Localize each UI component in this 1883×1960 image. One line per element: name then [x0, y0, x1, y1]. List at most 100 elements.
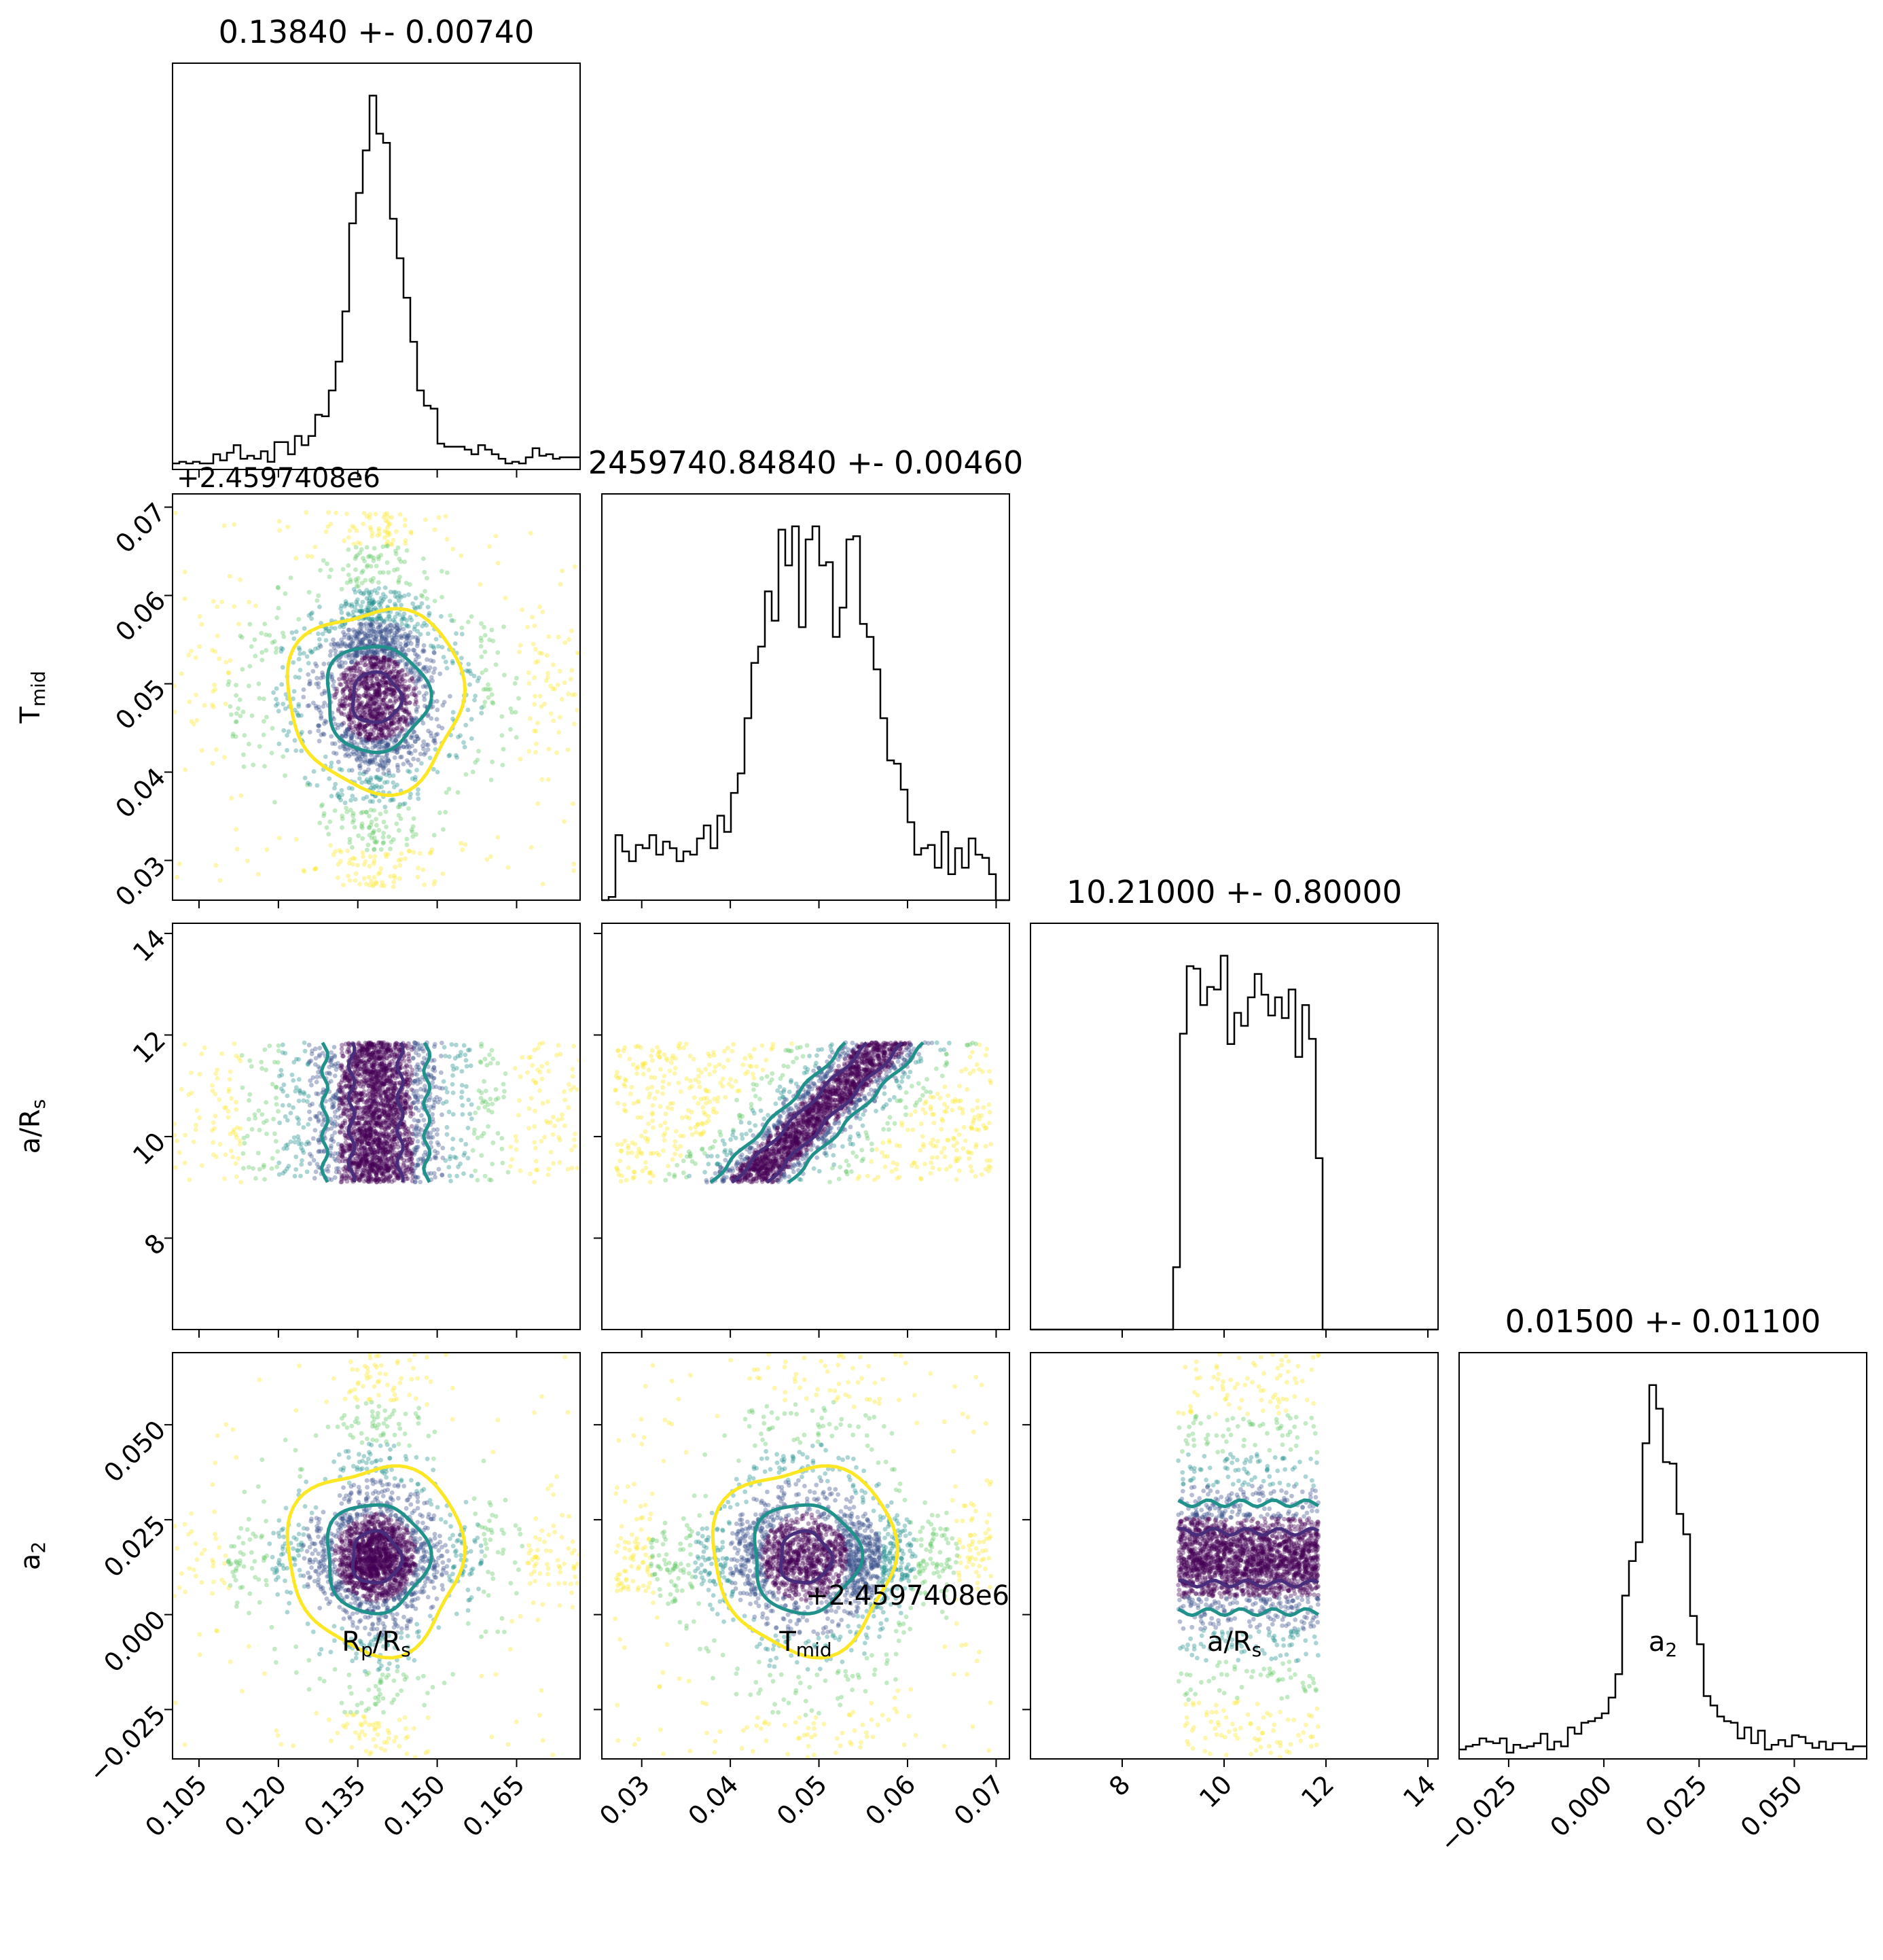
sample-point [381, 1068, 387, 1073]
sample-point [391, 675, 397, 679]
sample-point [566, 692, 571, 696]
sample-point [358, 1161, 363, 1166]
sample-point [342, 1107, 347, 1112]
sample-point [307, 679, 312, 683]
sample-point [337, 1084, 342, 1090]
sample-point [376, 739, 382, 745]
sample-point [339, 673, 344, 677]
sample-point [351, 641, 356, 646]
sample-point [562, 1089, 567, 1094]
sample-point [429, 850, 433, 855]
sample-point [408, 716, 414, 721]
sample-point [360, 1090, 365, 1096]
sample-point [366, 656, 372, 660]
sample-point [418, 632, 423, 637]
sample-point [431, 1065, 437, 1070]
sample-point [348, 1175, 354, 1181]
sample-point [374, 1162, 379, 1166]
sample-point [537, 604, 542, 609]
sample-point [409, 1157, 414, 1162]
sample-point [210, 702, 215, 707]
sample-point [410, 635, 415, 640]
sample-point [350, 524, 355, 529]
sample-point [572, 1137, 577, 1142]
sample-point [372, 744, 378, 749]
sample-point [285, 1166, 289, 1171]
sample-point [191, 1139, 196, 1144]
sample-point [264, 647, 269, 653]
sample-point [348, 641, 353, 646]
sample-point [353, 871, 359, 876]
sample-point [283, 773, 287, 779]
sample-point [385, 519, 390, 524]
sample-point [351, 1090, 356, 1096]
sample-point [394, 635, 399, 639]
sample-point [408, 670, 414, 675]
sample-point [369, 819, 374, 825]
sample-point [539, 1076, 545, 1082]
sample-point [379, 702, 384, 707]
sample-point [386, 1098, 391, 1103]
sample-point [359, 1080, 364, 1085]
sample-point [356, 1041, 361, 1047]
sample-point [406, 760, 411, 765]
sample-point [296, 704, 301, 709]
sample-point [495, 1096, 501, 1101]
sample-point [388, 1062, 393, 1067]
sample-point [336, 708, 341, 713]
sample-point [452, 1154, 457, 1160]
sample-point [378, 724, 384, 730]
sample-point [343, 1106, 348, 1111]
sample-point [514, 735, 519, 740]
sample-point [436, 644, 441, 649]
sample-point [378, 1179, 383, 1184]
sample-point [402, 719, 408, 725]
sample-point [512, 681, 518, 686]
sample-point [287, 1103, 291, 1108]
sample-point [347, 724, 352, 730]
sample-point [409, 692, 414, 696]
sample-point [373, 689, 378, 694]
sample-point [396, 598, 401, 603]
sample-point [378, 1141, 383, 1147]
sample-point [560, 1112, 564, 1117]
sample-point [363, 705, 368, 709]
sample-point [407, 638, 412, 643]
sample-point [344, 1101, 349, 1106]
sample-point [444, 570, 450, 575]
sample-point [539, 651, 544, 656]
sample-point [381, 732, 387, 738]
sample-point [371, 1042, 376, 1048]
sample-point [356, 1164, 361, 1169]
sample-point [346, 636, 351, 641]
sample-point [322, 721, 327, 726]
sample-point [486, 687, 490, 692]
sample-point [372, 664, 377, 670]
sample-point [316, 1119, 321, 1124]
sample-point [381, 707, 387, 712]
sample-point [362, 1116, 367, 1122]
sample-point [428, 1130, 433, 1136]
sample-point [385, 707, 391, 711]
sample-point [395, 1175, 400, 1180]
sample-point [385, 1150, 391, 1155]
sample-point [376, 686, 382, 692]
sample-point [379, 628, 384, 634]
sample-point [351, 861, 355, 867]
sample-point [328, 1145, 334, 1151]
sample-point [391, 726, 396, 732]
sample-point [376, 613, 381, 619]
sample-point [412, 1118, 417, 1122]
sample-point [556, 1135, 562, 1140]
sample-point [376, 624, 381, 630]
sample-point [356, 1115, 361, 1120]
sample-point [440, 1086, 445, 1091]
sample-point [377, 691, 382, 696]
sample-point [371, 713, 376, 719]
sample-point [334, 751, 339, 756]
sample-point [213, 863, 219, 868]
sample-point [537, 650, 542, 656]
sample-point [415, 1093, 420, 1098]
sample-point [414, 1105, 418, 1110]
sample-point [234, 1107, 238, 1112]
